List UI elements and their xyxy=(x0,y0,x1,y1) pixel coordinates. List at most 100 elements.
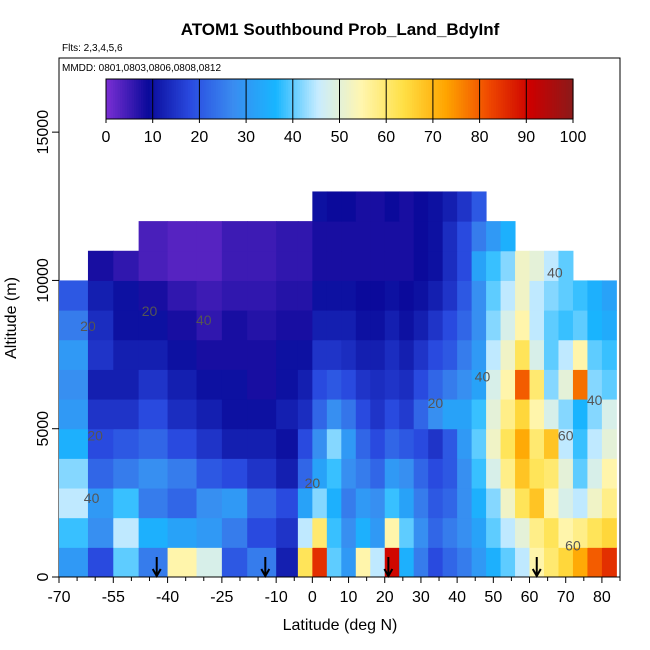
colorbar-swatch xyxy=(197,79,200,119)
colorbar-swatch xyxy=(432,79,436,119)
colorbar-swatch xyxy=(507,79,511,119)
colorbar-swatch xyxy=(374,79,378,119)
heat-cell xyxy=(457,428,473,459)
colorbar-swatch xyxy=(246,79,250,119)
heat-cell xyxy=(399,191,415,222)
colorbar-swatch xyxy=(250,79,254,119)
heat-cell xyxy=(370,221,386,252)
heat-cell xyxy=(413,458,429,489)
heat-cell xyxy=(384,488,400,519)
heat-cell xyxy=(138,488,169,519)
heat-cell xyxy=(59,339,89,370)
colorbar-swatch xyxy=(444,79,448,119)
heat-cell xyxy=(457,369,473,400)
heat-cell xyxy=(428,547,444,578)
colorbar-swatch xyxy=(563,79,567,119)
heat-cell xyxy=(428,339,444,370)
heat-cell xyxy=(138,458,169,489)
heat-cell xyxy=(471,517,487,548)
heat-cell xyxy=(515,428,531,459)
heat-cell xyxy=(601,399,617,430)
colorbar-tick-label: 40 xyxy=(284,129,302,146)
colorbar-swatch xyxy=(449,79,453,119)
colorbar-swatch xyxy=(327,79,331,119)
colorbar-tick-label: 10 xyxy=(144,129,162,146)
heat-cell xyxy=(355,339,371,370)
colorbar-swatch xyxy=(262,79,266,119)
heat-cell xyxy=(138,310,169,341)
heat-cell xyxy=(587,428,603,459)
heat-cell xyxy=(138,280,169,311)
colorbar-swatch xyxy=(498,79,502,119)
colorbar-swatch xyxy=(269,79,273,119)
heat-cell xyxy=(413,339,429,370)
heat-cell xyxy=(384,221,400,252)
heat-cell xyxy=(276,547,299,578)
colorbar-tick-label: 0 xyxy=(102,129,111,146)
heat-cell xyxy=(572,310,588,341)
heat-cell xyxy=(59,428,89,459)
colorbar-swatch xyxy=(166,79,170,119)
colorbar-swatch xyxy=(439,79,443,119)
heat-cell xyxy=(297,488,313,519)
heat-cell xyxy=(247,310,277,341)
heat-cell xyxy=(297,547,313,578)
heat-cell xyxy=(138,428,169,459)
heat-cell xyxy=(558,310,574,341)
colorbar-swatch xyxy=(134,79,137,119)
heat-cell xyxy=(399,250,415,281)
colorbar-swatch xyxy=(278,79,282,119)
heat-cell xyxy=(500,250,516,281)
heat-cell xyxy=(221,399,248,430)
heat-cell xyxy=(276,339,299,370)
colorbar-swatch xyxy=(409,79,413,119)
colorbar-swatch xyxy=(283,79,287,119)
heat-cell xyxy=(500,310,516,341)
colorbar-swatch xyxy=(474,79,478,119)
heat-cell xyxy=(384,280,400,311)
heat-cell xyxy=(276,428,299,459)
heat-cell xyxy=(355,250,371,281)
heat-cell xyxy=(341,280,357,311)
colorbar-swatch xyxy=(477,79,481,119)
heat-cell xyxy=(138,399,169,430)
heat-cell xyxy=(138,547,169,578)
colorbar-swatch xyxy=(484,79,488,119)
colorbar-swatch xyxy=(157,79,161,119)
heat-cell xyxy=(87,339,114,370)
heat-cell xyxy=(413,221,429,252)
heat-cell xyxy=(370,399,386,430)
heat-cell xyxy=(196,310,223,341)
heat-cell xyxy=(457,399,473,430)
heat-cell xyxy=(486,428,502,459)
heat-cell xyxy=(221,458,248,489)
heat-cell xyxy=(341,369,357,400)
heat-cell xyxy=(196,250,223,281)
heat-cell xyxy=(326,280,342,311)
heat-cell xyxy=(312,488,328,519)
colorbar-swatch xyxy=(260,79,264,119)
flight-arrowhead xyxy=(383,568,394,579)
colorbar-swatch xyxy=(393,79,397,119)
colorbar-swatch xyxy=(435,79,439,119)
colorbar-swatch xyxy=(169,79,172,119)
heat-cell xyxy=(167,488,198,519)
colorbar-swatch xyxy=(456,79,460,119)
colorbar-swatch xyxy=(453,79,457,119)
colorbar-swatch xyxy=(222,79,226,119)
heat-cell xyxy=(457,191,473,222)
heat-cell xyxy=(59,517,89,548)
colorbar-swatch xyxy=(467,79,471,119)
heat-cell xyxy=(247,488,277,519)
colorbar-swatch xyxy=(148,79,151,119)
contour-label: 40 xyxy=(547,264,563,280)
colorbar-swatch xyxy=(491,79,495,119)
heat-cell xyxy=(196,369,223,400)
colorbar-swatch xyxy=(199,79,203,119)
colorbar-swatch xyxy=(208,79,212,119)
heat-cell xyxy=(543,488,559,519)
colorbar-swatch xyxy=(481,79,485,119)
heat-cell xyxy=(113,250,140,281)
colorbar-swatch xyxy=(381,79,385,119)
colorbar-swatch xyxy=(337,79,341,119)
